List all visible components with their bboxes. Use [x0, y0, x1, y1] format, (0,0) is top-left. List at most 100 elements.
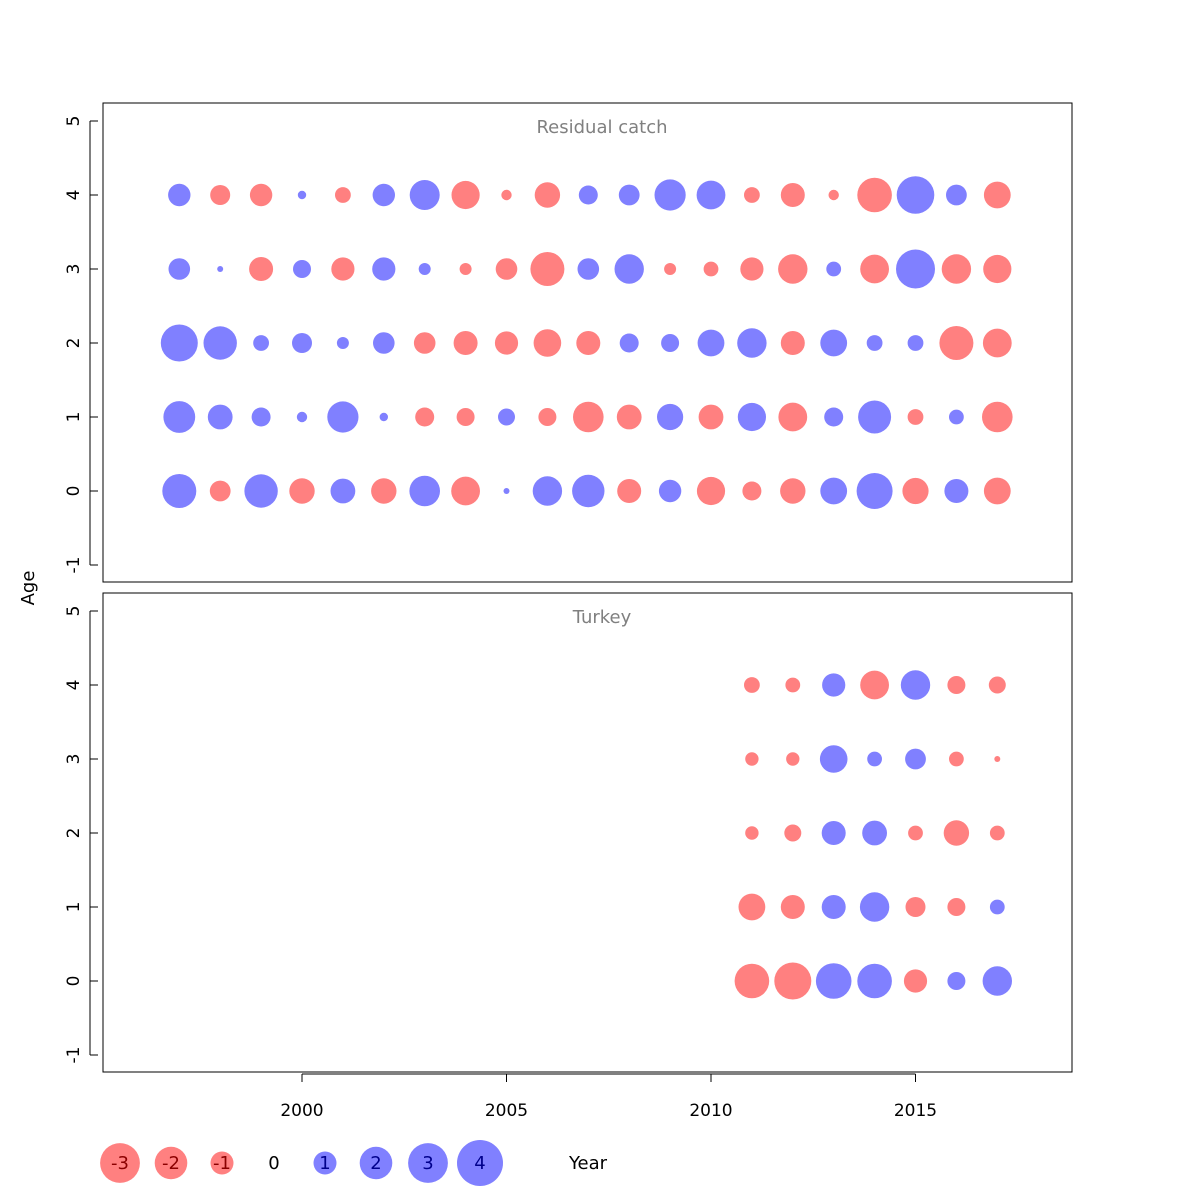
bubble: [905, 748, 926, 770]
legend-bubble: [100, 1143, 140, 1183]
y-axis: -1 0 1 2 3 4 5: [64, 116, 98, 574]
bubble: [459, 263, 472, 275]
bubble: [618, 184, 640, 206]
y-axis-title: Age: [18, 571, 39, 606]
bubble: [947, 676, 966, 694]
bubble: [698, 404, 724, 430]
bubble: [780, 183, 805, 207]
bubble: [661, 334, 680, 352]
y-tick-label: 5: [64, 116, 84, 127]
bubble: [778, 254, 808, 284]
bubble: [867, 751, 882, 767]
y-tick-label: 4: [64, 680, 84, 691]
bubble: [778, 402, 808, 432]
bubble: [745, 826, 759, 840]
bubble: [336, 337, 349, 349]
y-tick-label: 5: [64, 606, 84, 617]
bubble: [946, 184, 967, 206]
legend: -3 -2 -1 0 1 2 3 4: [100, 1140, 503, 1186]
bubble: [786, 752, 800, 766]
bubble: [293, 260, 311, 278]
bubble: [664, 263, 677, 275]
bubble: [988, 676, 1006, 694]
bubble: [983, 477, 1011, 505]
bubble: [820, 477, 848, 505]
bubble: [209, 480, 231, 502]
y-tick-label: -1: [64, 557, 84, 574]
legend-bubble: [408, 1143, 448, 1183]
bubble: [780, 331, 805, 355]
bubble: [657, 403, 684, 431]
bubble: [947, 898, 966, 916]
bubble: [658, 479, 682, 503]
bubble: [983, 254, 1012, 284]
bubble: [538, 408, 557, 426]
bubble: [292, 333, 312, 353]
legend-label: 2: [370, 1153, 381, 1174]
bubble: [824, 407, 844, 427]
bubbles: [160, 176, 1013, 509]
legend-label: 0: [268, 1153, 279, 1174]
y-tick-label: 4: [64, 190, 84, 201]
bubble: [949, 751, 964, 767]
bubble: [503, 488, 510, 494]
y-tick-label: 0: [64, 976, 84, 987]
bubble: [982, 966, 1012, 996]
x-axis: 2000 2005 2010 2015: [280, 1073, 937, 1121]
bubble: [494, 331, 519, 355]
x-tick-label: 2010: [689, 1101, 732, 1121]
bubble: [780, 895, 805, 919]
bubble: [495, 258, 518, 280]
bubble: [745, 752, 759, 766]
bubble: [857, 177, 892, 213]
legend-label: 1: [319, 1153, 330, 1174]
legend-label: 3: [422, 1153, 433, 1174]
bubble: [982, 328, 1012, 358]
bubble: [900, 670, 931, 700]
bubble: [860, 254, 889, 284]
bubble: [335, 187, 351, 203]
bubble: [744, 677, 760, 693]
y-tick-label: 1: [64, 412, 84, 423]
bubble: [902, 477, 929, 505]
legend-bubble: [313, 1151, 337, 1175]
bubble: [617, 479, 642, 503]
bubble: [418, 263, 431, 275]
bubble: [982, 401, 1013, 433]
bubble: [744, 187, 760, 203]
bubble: [654, 179, 686, 211]
bubble: [734, 963, 770, 999]
bubble: [409, 180, 440, 210]
plot-frame: [102, 102, 1073, 583]
bubble: [371, 478, 397, 504]
x-axis-title: Year: [568, 1153, 608, 1174]
bubble: [822, 673, 846, 697]
bubble: [289, 478, 315, 504]
bubble: [162, 474, 197, 508]
bubble: [703, 261, 719, 277]
bubble: [501, 189, 512, 201]
bubble: [780, 478, 806, 504]
bubble: [534, 182, 561, 208]
bubble: [697, 329, 725, 357]
legend-label: -2: [162, 1153, 180, 1174]
y-tick-label: -1: [64, 1047, 84, 1064]
bubbles: [734, 670, 1012, 1000]
bubble: [327, 401, 359, 433]
bubble: [372, 257, 396, 281]
bubble: [251, 407, 271, 427]
x-tick-label: 2015: [894, 1101, 937, 1121]
legend-bubble: [154, 1146, 188, 1180]
bubble: [217, 266, 224, 272]
bubble: [949, 409, 964, 425]
bubble: [903, 969, 928, 993]
bubble: [826, 261, 842, 277]
bubble: [994, 756, 1001, 762]
bubble: [530, 252, 565, 286]
bubble: [451, 180, 480, 210]
bubble: [859, 892, 890, 922]
bubble: [696, 476, 726, 506]
y-tick-label: 1: [64, 902, 84, 913]
bubble: [379, 412, 388, 422]
